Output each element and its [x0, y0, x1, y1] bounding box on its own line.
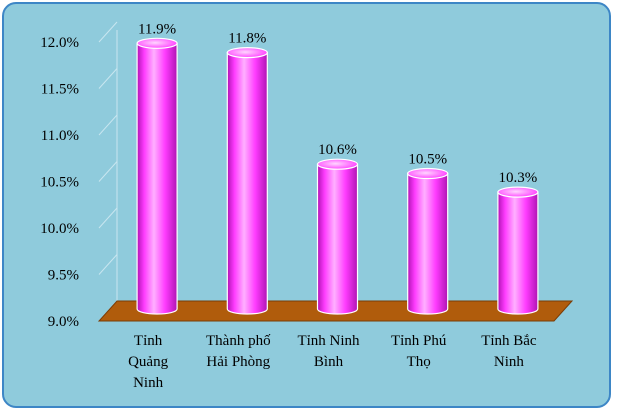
y-tick-label: 12.0% [40, 35, 79, 51]
y-tick-label: 10.5% [40, 175, 79, 191]
y-tick-mark [98, 21, 118, 43]
y-tick-mark [98, 114, 118, 136]
data-label: 10.5% [408, 152, 447, 168]
data-label: 10.6% [318, 142, 357, 158]
x-tick-label: Thành phố Hải Phòng [206, 333, 271, 370]
x-tick-label: Tỉnh Bắc Ninh [481, 333, 537, 370]
x-tick-label: Tỉnh Phú Thọ [391, 333, 447, 370]
y-tick-mark [98, 207, 118, 229]
bar-cap [226, 46, 268, 59]
bar-body [136, 42, 178, 315]
bar-cap [316, 158, 359, 170]
bar-cap [136, 37, 178, 49]
bar-body [497, 191, 539, 315]
y-tick-mark [98, 161, 118, 182]
y-tick-label: 11.5% [41, 82, 79, 98]
y-tick-label: 9.0% [48, 314, 79, 330]
y-tick-mark [98, 254, 118, 275]
data-label: 10.3% [499, 170, 538, 186]
y-tick-label: 11.0% [41, 128, 79, 144]
bar-4 [407, 167, 449, 315]
bar-1 [136, 37, 178, 315]
bar-chart: 9.0% 9.5% 10.0% 10.5% 11.0% 11.5% 12.0% 11.9% Tỉ… [40, 21, 574, 391]
y-tick-label: 9.5% [48, 268, 79, 284]
bar-cap [407, 167, 449, 180]
bar-body [316, 163, 359, 315]
x-tick-label: Tỉnh Quảng Ninh [128, 333, 168, 391]
bar-body [407, 172, 449, 315]
bar-cap [497, 186, 539, 198]
chart-frame: 9.0% 9.5% 10.0% 10.5% 11.0% 11.5% 12.0% 11.9% Tỉ… [2, 2, 611, 408]
bar-2 [226, 46, 268, 315]
data-label: 11.9% [138, 21, 176, 37]
bar-5 [497, 186, 539, 315]
x-tick-label: Tỉnh Ninh Bình [297, 333, 360, 370]
bar-3 [316, 158, 359, 315]
bar-body [226, 52, 268, 315]
data-label: 11.8% [228, 31, 266, 47]
y-tick-mark [98, 68, 118, 89]
y-tick-label: 10.0% [40, 221, 79, 237]
